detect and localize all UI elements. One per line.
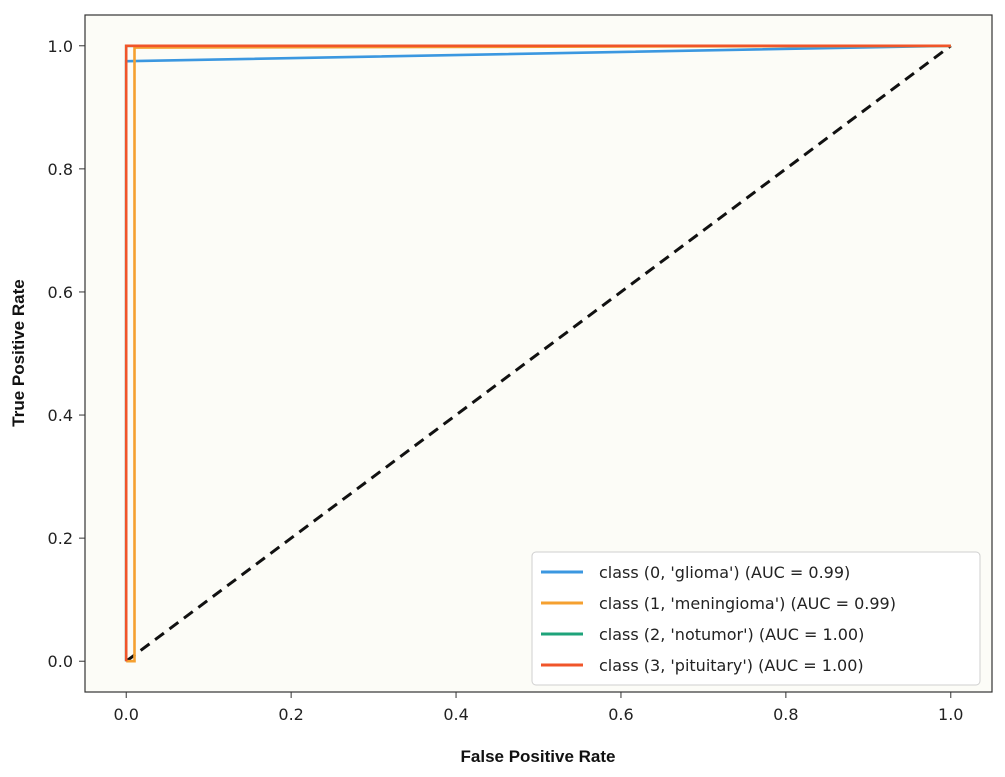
roc-curve-class-3 [124,44,951,662]
x-tick-label: 1.0 [938,705,963,724]
x-tick-label: 0.6 [608,705,633,724]
x-tick-label: 0.0 [114,705,139,724]
x-tick-label: 0.4 [443,705,468,724]
y-tick-label: 0.8 [48,160,73,179]
y-tick-label: 0.6 [48,283,73,302]
y-tick-label: 0.4 [48,406,73,425]
x-tick-label: 0.2 [278,705,303,724]
reference-diagonal-line [125,44,952,663]
x-axis-title: False Positive Rate [461,747,616,766]
series-lines [124,44,952,663]
y-tick-label: 0.2 [48,529,73,548]
y-tick-label: 1.0 [48,37,73,56]
y-axis-title: True Positive Rate [9,279,28,426]
legend: class (0, 'glioma') (AUC = 0.99) class (1… [531,551,981,686]
legend-entry: class (2, 'notumor') (AUC = 1.00) [599,625,864,644]
legend-box [531,551,981,686]
x-tick-label: 0.8 [773,705,798,724]
legend-entry: class (3, 'pituitary') (AUC = 1.00) [599,656,864,675]
y-tick-label: 0.0 [48,652,73,671]
legend-entry: class (0, 'glioma') (AUC = 0.99) [599,563,850,582]
axis-ticks: 0.0 0.2 0.4 0.6 0.8 1.0 0.0 0.2 0.4 0.6 0.8 1.0 [48,37,964,724]
legend-entry: class (1, 'meningioma') (AUC = 0.99) [599,594,896,613]
